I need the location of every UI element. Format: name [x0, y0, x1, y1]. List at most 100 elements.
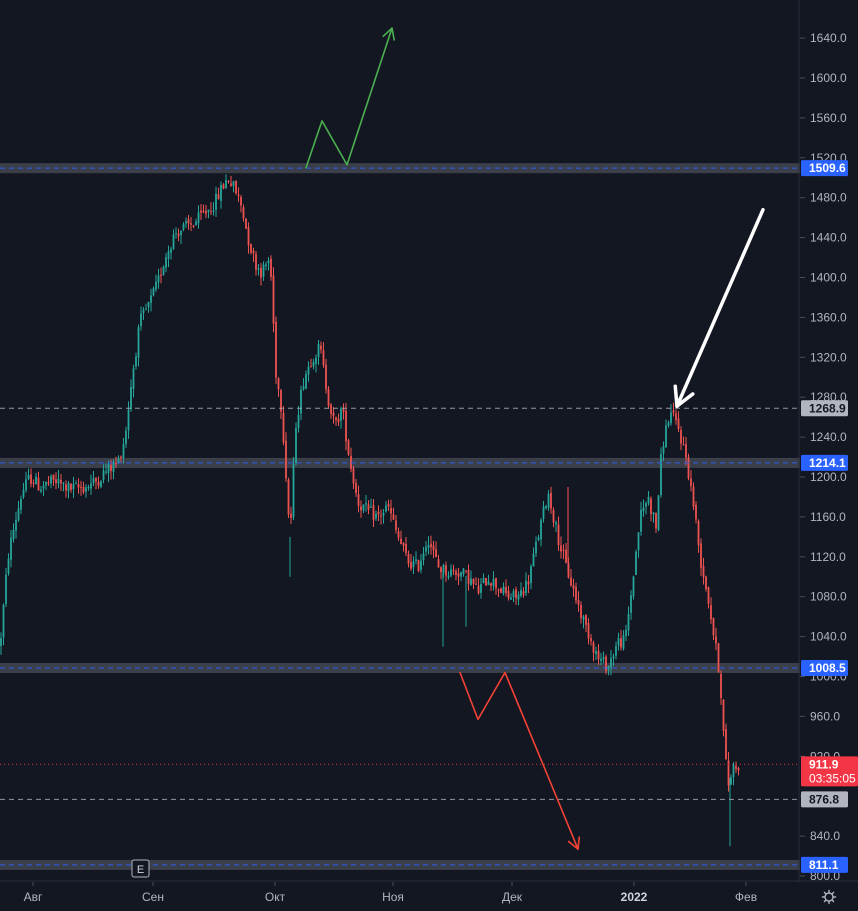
candle-body [635, 551, 637, 575]
candle-body [70, 483, 72, 490]
candle-body [327, 388, 330, 406]
candle-body [650, 498, 652, 514]
candle-body [412, 561, 415, 568]
candle-body [427, 544, 430, 548]
candle-body [22, 489, 25, 497]
white-arrow[interactable] [673, 207, 765, 408]
candle-body [630, 595, 632, 613]
candle-body [675, 413, 677, 420]
candle-body [702, 566, 705, 578]
candle-body [637, 532, 640, 550]
red-arrow-head [567, 836, 581, 850]
candle-body [357, 494, 360, 506]
candles[interactable] [0, 174, 740, 847]
candle-body [250, 244, 252, 253]
red-arrow[interactable] [459, 671, 581, 850]
candle-body [300, 389, 302, 414]
candle-body [607, 665, 610, 670]
candle-body [267, 260, 270, 264]
candle-body [602, 657, 605, 660]
candle-body [622, 635, 625, 649]
green-arrow-head [382, 27, 395, 41]
candle-body [182, 224, 185, 230]
candle-body [172, 234, 175, 249]
candle-body [180, 230, 182, 236]
candle-body [55, 479, 57, 483]
candle-body [50, 476, 52, 484]
candle-body [587, 623, 590, 639]
candle-body [260, 268, 262, 278]
candle-body [295, 427, 297, 464]
candle-body [277, 378, 280, 390]
time-axis[interactable] [0, 882, 800, 911]
candle-body [370, 506, 372, 508]
candle-body [187, 219, 190, 224]
candle-body [397, 531, 400, 538]
green-arrow-line [305, 27, 393, 169]
level-label: 811.1 [809, 858, 839, 872]
candle-body [155, 281, 157, 290]
candle-body [117, 457, 120, 463]
settings-icon[interactable] [821, 889, 837, 905]
candle-body [672, 410, 675, 413]
candle-body [32, 482, 35, 484]
candle-body [655, 512, 657, 529]
candle-body [195, 221, 197, 226]
white-arrow-line [675, 207, 765, 408]
candle-body [320, 345, 322, 350]
candle-body [262, 264, 265, 277]
candle-body [562, 549, 565, 552]
candle-body [625, 629, 627, 636]
candle-body [595, 651, 597, 654]
candle-body [632, 576, 635, 597]
candle-body [240, 197, 242, 206]
candle-body [120, 456, 122, 458]
candle-body [435, 549, 437, 558]
candle-body [135, 356, 137, 367]
candle-body [115, 463, 117, 465]
candle-body [402, 543, 405, 546]
candle-body [575, 586, 577, 601]
candle-body [142, 309, 145, 313]
candle-body [52, 474, 55, 481]
earnings-marker[interactable]: E [131, 859, 150, 878]
y-tick-label: 1320.0 [810, 350, 847, 364]
candle-body [417, 560, 420, 572]
candle-body [257, 268, 260, 270]
candle-body [725, 729, 727, 760]
candle-body [185, 221, 187, 224]
candle-body [687, 457, 690, 479]
candle-body [735, 766, 737, 769]
candle-body [10, 537, 12, 560]
candle-body [282, 412, 285, 443]
candle-body [345, 410, 347, 442]
candle-body [367, 504, 370, 510]
price-axis-labels: 1509.6 1268.9 1214.1 1008.5 876.8 811.1 911.90… [801, 160, 858, 873]
candle-body [337, 418, 340, 423]
candle-body [442, 564, 445, 573]
candle-body [160, 274, 162, 277]
candle-body [127, 409, 130, 431]
level-label-bg [801, 454, 848, 471]
earnings-marker-label: E [137, 864, 144, 876]
red-arrow-line [459, 671, 579, 850]
annotations[interactable] [305, 27, 765, 850]
candle-body [480, 584, 482, 593]
candle-body [157, 275, 160, 283]
green-arrow[interactable] [305, 27, 395, 169]
candle-body [652, 512, 655, 515]
candle-body [95, 478, 97, 482]
white-arrow-head [673, 384, 695, 408]
y-tick-label: 1040.0 [810, 630, 847, 644]
candle-body [465, 570, 467, 572]
candle-body [492, 578, 495, 587]
candle-body [325, 364, 327, 390]
y-tick-label: 1640.0 [810, 31, 847, 45]
candle-body [332, 412, 335, 417]
candle-body [510, 597, 512, 600]
candle-body [407, 553, 410, 564]
candle-body [137, 327, 140, 358]
candle-body [302, 386, 305, 390]
candle-body [197, 212, 200, 224]
